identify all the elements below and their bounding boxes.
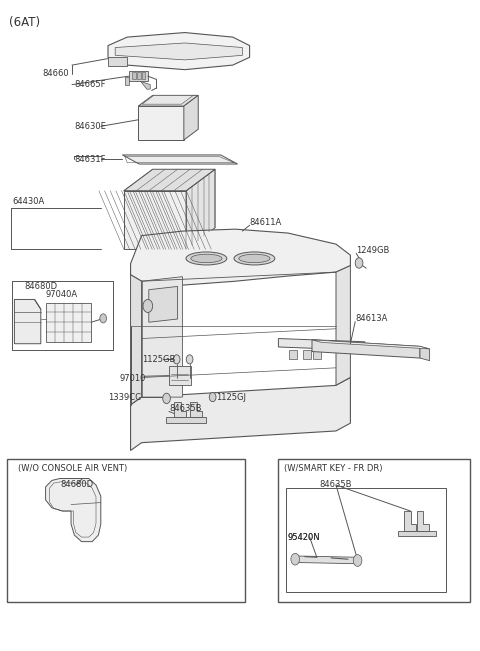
Circle shape — [291, 553, 300, 565]
Polygon shape — [312, 340, 430, 349]
Polygon shape — [14, 299, 41, 344]
Polygon shape — [398, 531, 436, 536]
Polygon shape — [124, 169, 215, 191]
Polygon shape — [142, 72, 145, 79]
Polygon shape — [149, 286, 178, 322]
Ellipse shape — [186, 252, 227, 265]
Polygon shape — [166, 417, 206, 423]
Polygon shape — [137, 72, 141, 79]
Text: 84611A: 84611A — [250, 218, 282, 227]
Bar — [278, 459, 470, 602]
Polygon shape — [138, 106, 184, 140]
Polygon shape — [141, 81, 150, 89]
Polygon shape — [138, 95, 198, 106]
Polygon shape — [169, 366, 191, 385]
Text: 84613A: 84613A — [355, 314, 387, 324]
Text: (W/O CONSOLE AIR VENT): (W/O CONSOLE AIR VENT) — [18, 464, 127, 473]
Polygon shape — [420, 346, 430, 361]
Text: 84635B: 84635B — [169, 404, 202, 413]
Text: 95420N: 95420N — [288, 533, 321, 542]
Text: 1125GJ: 1125GJ — [216, 393, 246, 402]
Text: 84635B: 84635B — [319, 480, 352, 490]
Bar — [7, 459, 245, 602]
Polygon shape — [122, 155, 238, 164]
Polygon shape — [174, 402, 186, 417]
Circle shape — [209, 393, 216, 402]
Text: 84665F: 84665F — [74, 80, 106, 89]
Polygon shape — [46, 478, 101, 542]
Text: 84631F: 84631F — [74, 155, 106, 164]
Polygon shape — [131, 378, 350, 450]
Text: 1125GB: 1125GB — [142, 355, 175, 364]
Polygon shape — [336, 266, 350, 385]
Polygon shape — [132, 72, 136, 79]
Circle shape — [353, 555, 362, 566]
Ellipse shape — [239, 255, 270, 262]
Polygon shape — [142, 96, 193, 104]
Circle shape — [186, 355, 193, 364]
Polygon shape — [313, 350, 321, 359]
Polygon shape — [289, 350, 297, 359]
Text: 84680D: 84680D — [24, 282, 57, 291]
Circle shape — [173, 355, 180, 364]
Text: 84680D: 84680D — [60, 480, 93, 490]
Text: (W/SMART KEY - FR DR): (W/SMART KEY - FR DR) — [284, 464, 383, 473]
Polygon shape — [108, 33, 250, 70]
Polygon shape — [131, 275, 142, 405]
Bar — [286, 488, 446, 592]
Polygon shape — [186, 169, 215, 249]
Polygon shape — [115, 43, 242, 60]
Circle shape — [100, 314, 107, 323]
Polygon shape — [190, 402, 202, 417]
Text: 97040A: 97040A — [46, 290, 78, 299]
Polygon shape — [303, 350, 311, 359]
Polygon shape — [125, 77, 129, 85]
Text: 1249GB: 1249GB — [356, 246, 390, 255]
Bar — [46, 303, 91, 342]
Text: 84660: 84660 — [42, 69, 69, 78]
Polygon shape — [124, 191, 186, 249]
Ellipse shape — [191, 255, 222, 262]
Ellipse shape — [234, 252, 275, 265]
Polygon shape — [131, 229, 350, 285]
Polygon shape — [184, 95, 198, 140]
Circle shape — [143, 299, 153, 312]
Text: (6AT): (6AT) — [9, 16, 40, 29]
Text: 95420N: 95420N — [288, 533, 321, 542]
Polygon shape — [417, 511, 429, 531]
Circle shape — [163, 393, 170, 404]
Polygon shape — [404, 511, 416, 531]
Text: 84630E: 84630E — [74, 122, 106, 131]
Polygon shape — [142, 277, 182, 397]
Circle shape — [355, 258, 363, 268]
Text: 97010: 97010 — [119, 374, 145, 383]
Text: 64430A: 64430A — [12, 197, 44, 206]
Polygon shape — [108, 57, 127, 66]
Polygon shape — [129, 71, 148, 81]
Polygon shape — [312, 340, 420, 358]
Polygon shape — [295, 556, 358, 564]
Polygon shape — [278, 339, 365, 350]
Text: 1339CC: 1339CC — [108, 393, 141, 402]
